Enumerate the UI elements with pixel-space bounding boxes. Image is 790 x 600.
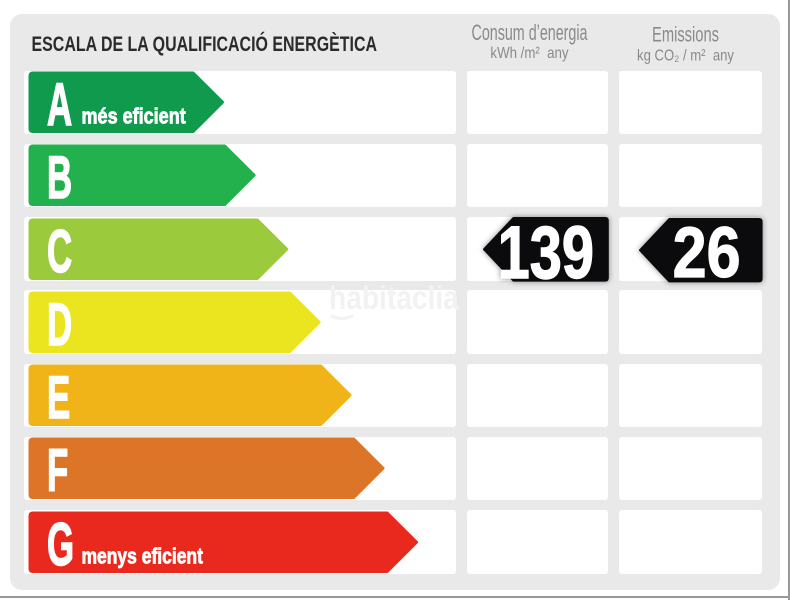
svg-text:E: E xyxy=(47,366,70,426)
svg-text:G: G xyxy=(47,512,74,572)
svg-text:més eficient: més eficient xyxy=(81,105,186,129)
svg-text:139: 139 xyxy=(498,212,594,287)
svg-text:ESCALA DE LA QUALIFICACIÓ ENER: ESCALA DE LA QUALIFICACIÓ ENERGÈTICA xyxy=(32,32,378,57)
svg-text:kg CO₂ / m² any: kg CO₂ / m² any xyxy=(637,47,735,64)
svg-text:Consum d’energia: Consum d’energia xyxy=(471,20,588,45)
svg-text:F: F xyxy=(47,439,68,499)
svg-text:26: 26 xyxy=(673,213,741,286)
svg-text:B: B xyxy=(47,146,72,206)
svg-text:Emissions: Emissions xyxy=(652,23,719,46)
svg-text:menys eficient: menys eficient xyxy=(81,544,203,568)
svg-text:habitaclia: habitaclia xyxy=(329,280,460,317)
svg-text:A: A xyxy=(47,73,72,133)
svg-text:D: D xyxy=(47,293,72,353)
svg-text:kWh /m² any: kWh /m² any xyxy=(490,45,569,62)
svg-text:C: C xyxy=(47,219,72,279)
